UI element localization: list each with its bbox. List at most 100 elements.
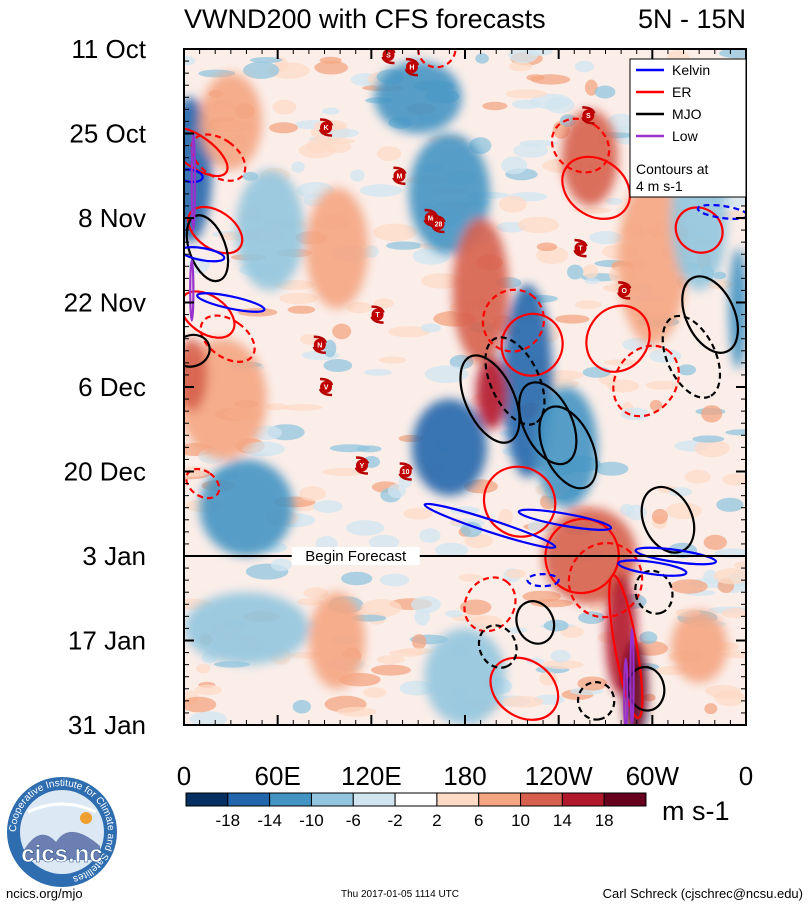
contour-mjo xyxy=(184,333,211,368)
y-tick-label: 25 Oct xyxy=(69,119,146,149)
storm-label: O xyxy=(622,288,628,295)
colorbar-swatch xyxy=(185,792,229,807)
contour-er xyxy=(500,312,564,377)
y-tick-label: 3 Jan xyxy=(82,541,146,571)
storm-marker: T xyxy=(370,305,385,324)
y-tick-label: 17 Jan xyxy=(68,626,146,656)
footer-site[interactable]: ncics.org/mjo xyxy=(6,886,83,901)
x-tick-label: 180 xyxy=(443,761,486,791)
logo-sun-icon xyxy=(80,812,92,824)
texture-blob xyxy=(577,676,608,691)
texture-blob xyxy=(651,508,668,525)
texture-blob xyxy=(594,85,616,99)
storm-swirl-icon xyxy=(318,377,334,397)
contour-er xyxy=(612,344,680,418)
chart-title: VWND200 with CFS forecasts xyxy=(184,4,546,34)
texture-blob xyxy=(567,264,584,280)
texture-blob xyxy=(419,528,441,543)
texture-blob xyxy=(373,223,417,242)
storm-dot xyxy=(320,381,333,393)
contour-er xyxy=(489,656,560,721)
storm-swirl-icon xyxy=(431,214,446,234)
anomaly-region xyxy=(424,628,506,725)
texture-blob xyxy=(376,655,405,664)
texture-blob xyxy=(414,608,431,626)
texture-blob xyxy=(336,706,377,717)
texture-blob xyxy=(376,146,402,162)
storm-dot xyxy=(393,169,406,182)
texture-blob xyxy=(475,53,489,64)
colorbar-swatch xyxy=(394,792,438,807)
texture-blob xyxy=(513,143,549,158)
x-tick-label: 0 xyxy=(177,761,191,791)
texture-blob xyxy=(371,664,411,676)
texture-blob xyxy=(645,380,680,390)
colorbar-swatch xyxy=(352,792,396,807)
legend-label: Low xyxy=(672,128,699,144)
storm-label: M xyxy=(397,173,403,180)
storm-marker: V xyxy=(318,377,334,397)
texture-blob xyxy=(299,333,319,345)
colorbar-label: -18 xyxy=(216,811,241,830)
texture-blob xyxy=(670,579,708,594)
storm-dot xyxy=(405,61,418,74)
anomaly-region xyxy=(671,610,728,683)
texture-blob xyxy=(725,429,746,436)
texture-blob xyxy=(734,561,746,570)
texture-blob xyxy=(594,461,629,476)
texture-blob xyxy=(386,241,423,250)
texture-blob xyxy=(287,305,316,314)
colorbar-swatch xyxy=(478,792,522,807)
anomaly-region xyxy=(184,338,208,412)
texture-blob xyxy=(665,502,702,520)
texture-blob xyxy=(498,508,513,527)
contour-mjo xyxy=(515,600,556,645)
colorbar-label: -10 xyxy=(299,811,324,830)
legend-item: ER xyxy=(636,84,691,100)
storm-marker: H xyxy=(404,57,420,77)
contour-mjo xyxy=(484,336,546,426)
contour-mjo xyxy=(459,354,521,444)
contour-er xyxy=(199,314,256,363)
contour-er xyxy=(585,304,651,373)
colorbar-units: m s-1 xyxy=(662,796,730,826)
colorbar-label: 18 xyxy=(595,811,614,830)
contour-mjo xyxy=(477,624,518,669)
colorbar-label: -6 xyxy=(346,811,361,830)
texture-blob xyxy=(460,522,483,538)
texture-blob xyxy=(350,169,365,182)
colorbar-swatch xyxy=(561,792,605,807)
storm-label: 28 xyxy=(435,222,443,229)
y-tick-label: 22 Nov xyxy=(64,288,146,318)
texture-blob xyxy=(726,194,746,208)
x-tick-label: 120W xyxy=(525,761,593,791)
storm-label: S xyxy=(386,53,391,60)
contour-er xyxy=(674,206,724,254)
texture-blob xyxy=(412,634,427,650)
legend-label: MJO xyxy=(672,106,702,122)
colorbar-swatch xyxy=(603,792,647,807)
texture-blob xyxy=(517,216,560,234)
contour-kelvin xyxy=(517,508,613,531)
colorbar: -18 -14 -10 -6 -2 2 6 10 14 18 xyxy=(185,792,647,830)
texture-blob xyxy=(378,356,407,364)
contour-kelvin xyxy=(696,203,746,220)
x-tick-label: 120E xyxy=(341,761,402,791)
texture-blob xyxy=(482,101,508,111)
texture-blob xyxy=(522,590,561,603)
texture-blob xyxy=(341,571,373,586)
anomaly-region xyxy=(452,217,509,363)
texture-blob xyxy=(501,695,544,708)
logo-text: cics.nc xyxy=(21,841,102,868)
contour-layer xyxy=(184,49,746,725)
storm-label: K xyxy=(324,125,329,132)
x-tick-label: 60W xyxy=(626,761,680,791)
storm-dot xyxy=(320,121,333,134)
storm-dot xyxy=(399,465,412,478)
texture-blob xyxy=(265,403,289,411)
storm-label: T xyxy=(578,246,583,253)
storm-dot xyxy=(582,109,595,122)
contour-er xyxy=(550,117,611,174)
contour-er xyxy=(185,467,221,500)
texture-blob xyxy=(303,587,329,599)
